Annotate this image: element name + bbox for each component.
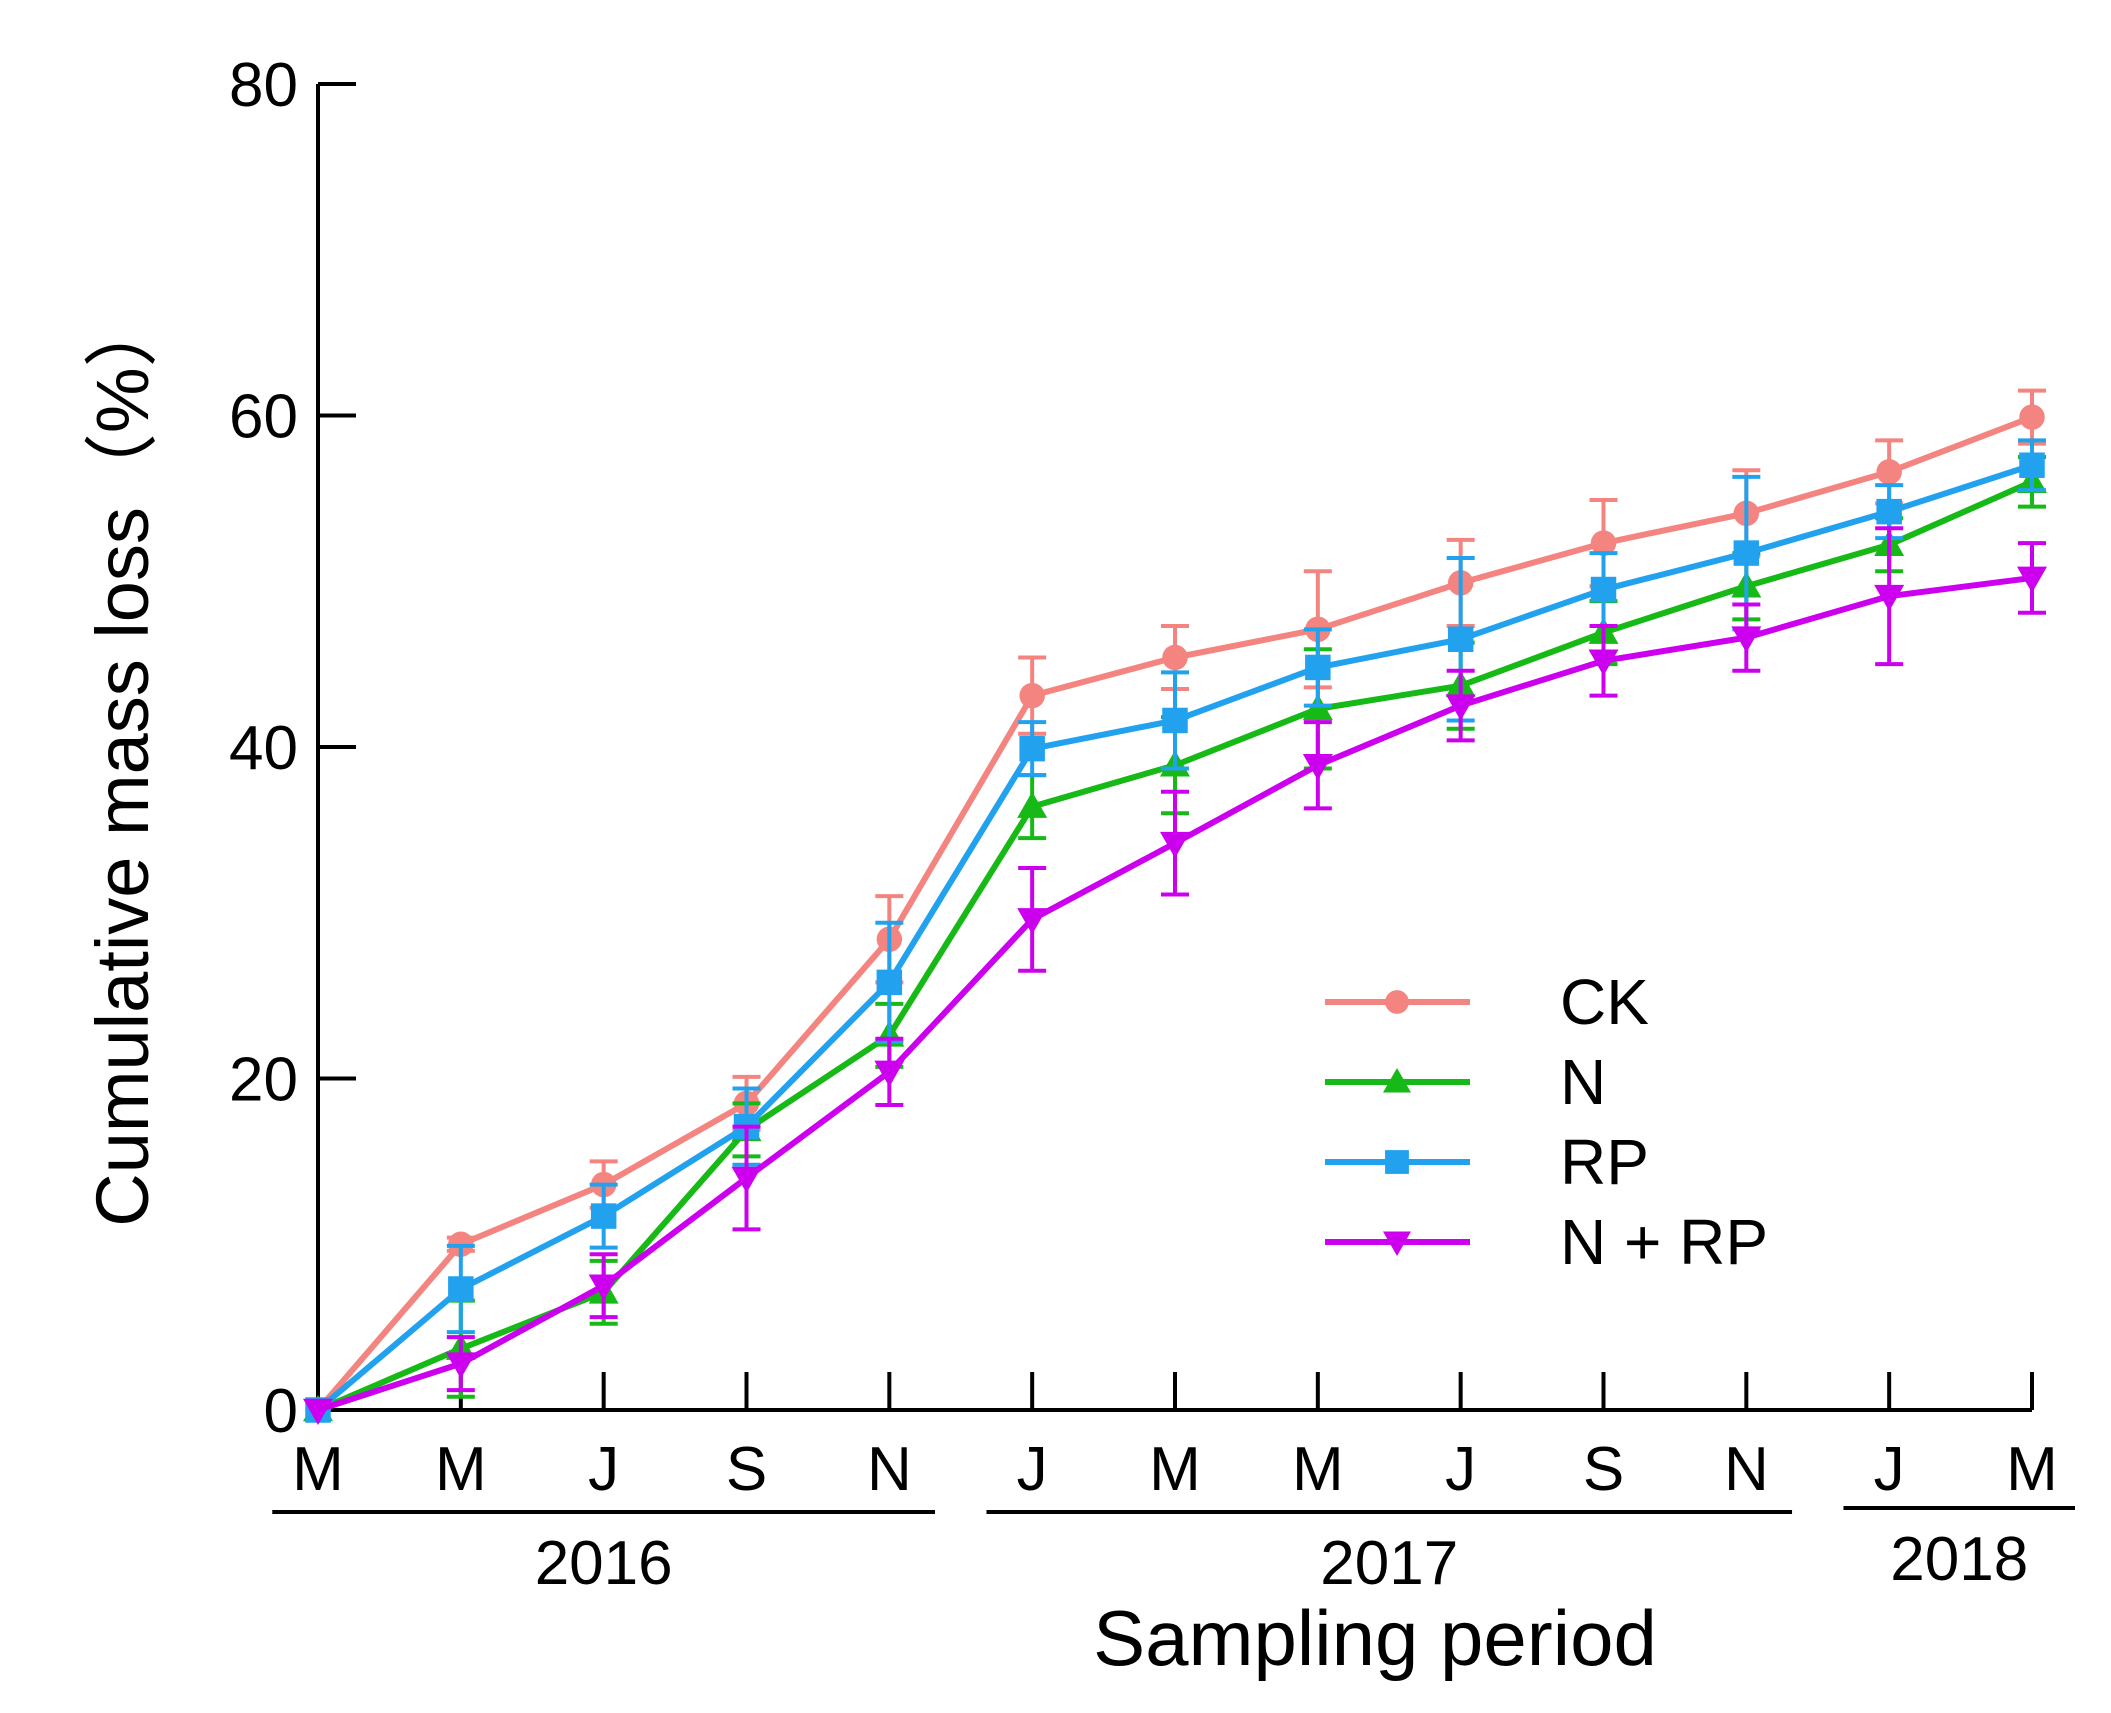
series-ck [305, 388, 2046, 1423]
series-line [316, 462, 2033, 1413]
data-point-marker [874, 1060, 905, 1087]
data-point-marker [1590, 576, 1617, 603]
data-point-marker [1588, 649, 1619, 676]
legend-label: N + RP [1560, 1206, 1768, 1278]
legend-item: N + RP [1325, 1206, 1768, 1278]
y-tick-label: 0 [264, 1377, 298, 1446]
data-point-marker [1160, 831, 1190, 859]
y-tick-label: 40 [229, 714, 298, 783]
data-point-marker [1302, 753, 1333, 781]
series-rp [305, 438, 2046, 1423]
legend-label: RP [1560, 1126, 1649, 1198]
data-point-marker [731, 1166, 762, 1193]
data-point-marker [1385, 1150, 1409, 1174]
x-tick-label: M [1292, 1435, 1344, 1504]
data-point-marker [1876, 459, 1902, 485]
data-point-marker [445, 1352, 476, 1379]
data-point-marker [1383, 1068, 1411, 1093]
y-tick-label: 80 [229, 51, 298, 120]
y-tick-label: 60 [229, 383, 298, 452]
data-point-marker [1162, 644, 1188, 671]
y-tick-label: 20 [229, 1046, 298, 1115]
plot-area [303, 388, 2047, 1425]
year-label: 2018 [1890, 1525, 2028, 1594]
x-tick-label: J [1445, 1435, 1476, 1504]
x-tick-label: N [1724, 1435, 1769, 1504]
data-point-marker [1019, 682, 1045, 709]
series-n-rp [303, 526, 2047, 1425]
data-point-marker [2019, 404, 2045, 430]
data-point-marker [1733, 540, 1760, 566]
data-point-marker [1305, 654, 1331, 681]
x-tick-label: M [435, 1435, 487, 1504]
data-point-marker [1162, 707, 1188, 734]
data-point-marker [1019, 735, 1045, 762]
legend-item: RP [1325, 1126, 1649, 1198]
data-point-marker [303, 1398, 333, 1425]
data-point-marker [2017, 566, 2047, 593]
data-point-marker [1731, 626, 1762, 653]
data-point-marker [1383, 1231, 1411, 1256]
x-tick-label: J [1017, 1435, 1048, 1504]
data-point-marker [876, 969, 903, 996]
legend: CK N RP N + RP [1325, 966, 1768, 1278]
y-axis-title: Cumulative mass loss（%） [81, 293, 164, 1226]
legend-item: CK [1325, 966, 1649, 1038]
x-tick-label: J [1874, 1435, 1905, 1504]
data-point-marker [1445, 694, 1476, 721]
year-label: 2017 [1320, 1529, 1458, 1598]
x-tick-label: M [2006, 1435, 2058, 1504]
data-point-marker [2019, 452, 2045, 478]
legend-item: N [1325, 1046, 1606, 1118]
year-label: 2016 [535, 1529, 673, 1598]
data-point-marker [1447, 626, 1474, 653]
x-tick-label: J [588, 1435, 619, 1504]
data-point-marker [590, 1203, 617, 1229]
data-point-marker [1385, 990, 1409, 1014]
x-tick-label: S [726, 1435, 767, 1504]
y-axis: 0 20 40 60 80 [229, 51, 356, 1446]
legend-label: N [1560, 1046, 1606, 1118]
data-point-marker [1590, 530, 1617, 556]
x-tick-label: S [1583, 1435, 1624, 1504]
data-point-marker [1017, 791, 1048, 818]
legend-label: CK [1560, 966, 1649, 1038]
data-point-marker [1876, 498, 1902, 525]
data-point-marker [448, 1276, 474, 1302]
x-tick-label: M [1149, 1435, 1201, 1504]
data-point-marker [1874, 584, 1905, 612]
series-line [316, 479, 2034, 1413]
x-axis: M M J S N J M M J S N J M 2016 2017 2018 [272, 1372, 2075, 1598]
x-axis-title: Sampling period [1093, 1594, 1657, 1682]
data-point-marker [588, 1274, 619, 1301]
data-point-marker [1017, 908, 1048, 935]
series-n [303, 454, 2047, 1422]
x-tick-label: N [867, 1435, 912, 1504]
series-line [315, 414, 2034, 1412]
x-tick-label: M [292, 1435, 344, 1504]
